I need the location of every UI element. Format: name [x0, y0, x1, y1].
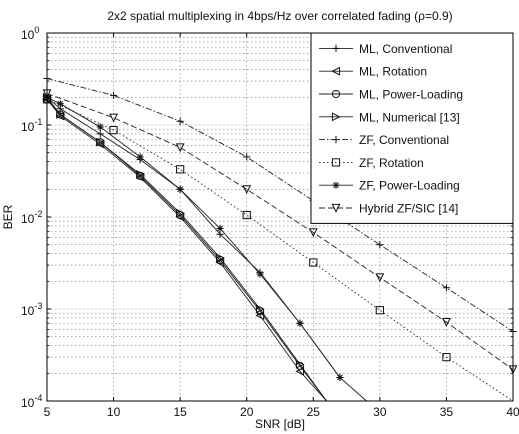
series-4-marker — [215, 253, 225, 263]
legend: ML, Conventional ML, Rotation ML, Power-Lo… — [310, 32, 514, 224]
x-tick-label: 20 — [240, 405, 254, 419]
series-1-marker — [96, 130, 104, 138]
series-line-2 — [46, 99, 327, 402]
series-5-marker — [442, 284, 451, 292]
legend-label-7: ZF, Power-Loading — [359, 179, 460, 193]
series-line-5 — [46, 78, 514, 332]
legend-box — [310, 32, 514, 224]
series-4-marker — [255, 304, 265, 314]
legend-label-3: ML, Power-Loading — [359, 88, 463, 102]
series-line-6 — [46, 98, 514, 402]
series-8-marker — [175, 143, 185, 153]
x-tick-label: 40 — [506, 405, 519, 419]
series-8-marker — [308, 228, 318, 238]
series-2-marker — [215, 258, 225, 267]
series-6-marker — [176, 165, 185, 174]
legend-marker-6 — [331, 158, 341, 167]
legend-marker-1 — [332, 44, 340, 52]
y-tick-label: 100 — [21, 25, 39, 42]
series-line-8 — [46, 93, 514, 370]
legend-marker-7 — [332, 181, 340, 189]
chart-title: 2x2 spatial multiplexing in 4bps/Hz over… — [107, 9, 452, 23]
legend-label-4: ML, Numerical [13] — [359, 110, 460, 124]
series-line-4 — [46, 97, 327, 402]
series-7-marker — [336, 373, 344, 382]
x-tick-label: 5 — [44, 405, 51, 419]
series-6-marker — [442, 353, 451, 362]
x-tick-label: 10 — [107, 405, 121, 419]
series-8-marker — [242, 185, 252, 195]
series-5-marker — [243, 153, 251, 161]
series-8-marker — [442, 318, 451, 327]
x-tick-label: 15 — [173, 405, 187, 419]
y-tick-label: 10-3 — [21, 301, 42, 318]
y-tick-label: 10-4 — [21, 393, 42, 410]
legend-label-6: ZF, Rotation — [359, 156, 424, 170]
legend-marker-5 — [332, 136, 340, 144]
legend-label-5: ZF, Conventional — [359, 133, 449, 147]
x-axis-title: SNR [dB] — [255, 417, 305, 431]
series-5-marker — [176, 117, 184, 125]
series-6-marker — [375, 306, 384, 315]
x-tick-label: 30 — [373, 405, 387, 419]
legend-marker-4 — [331, 112, 341, 122]
series-lines — [46, 78, 514, 402]
series-6-marker — [242, 210, 251, 220]
series-5-marker — [376, 241, 384, 249]
legend-label-2: ML, Rotation — [359, 65, 427, 79]
series-4-marker — [56, 110, 66, 119]
axis-ticks: 5 10 15 20 25 30 35 40 100 10-1 10-2 10-3 10-4 — [21, 25, 519, 419]
series-line-7 — [46, 96, 367, 402]
series-4-marker — [295, 359, 305, 369]
series-4-marker — [96, 137, 105, 147]
series-6-marker — [309, 258, 318, 267]
legend-marker-3 — [331, 89, 341, 99]
series-7-marker — [296, 319, 304, 327]
series-8-marker — [375, 273, 385, 283]
legend-label-8: Hybrid ZF/SIC [14] — [359, 202, 458, 216]
x-tick-label: 35 — [440, 405, 454, 419]
series-2-marker — [255, 311, 265, 320]
series-7-marker — [136, 153, 144, 161]
series-4-marker — [136, 170, 145, 179]
series-6-marker — [109, 126, 118, 135]
series-5-marker — [109, 91, 118, 99]
series-7-marker — [96, 123, 104, 131]
y-tick-label: 10-1 — [21, 117, 42, 134]
legend-marker-8 — [331, 203, 341, 213]
y-tick-label: 10-2 — [21, 209, 42, 226]
series-7-marker — [256, 270, 264, 278]
y-axis-title: BER — [1, 204, 15, 229]
legend-label-1: ML, Conventional — [359, 42, 452, 56]
x-tick-label: 25 — [307, 405, 321, 419]
legend-marker-2 — [331, 66, 341, 76]
series-4-marker — [176, 208, 185, 218]
series-7-marker — [56, 100, 64, 108]
series-7-marker — [176, 185, 184, 193]
series-8-marker — [109, 113, 118, 123]
series-7-marker — [216, 224, 224, 233]
